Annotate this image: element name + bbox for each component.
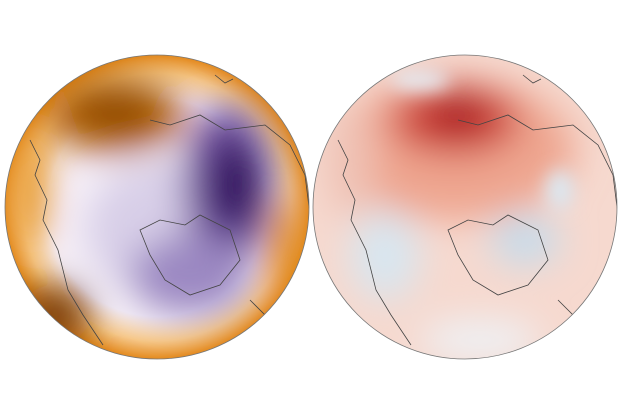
right-map — [313, 55, 617, 359]
left-map — [5, 55, 309, 359]
left-globe-outline — [4, 54, 310, 360]
right-globe-outline — [312, 54, 618, 360]
